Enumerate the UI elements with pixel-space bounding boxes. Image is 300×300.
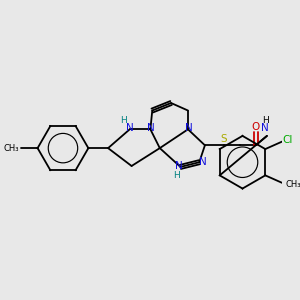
Text: Cl: Cl bbox=[283, 135, 293, 145]
Text: N: N bbox=[261, 123, 269, 134]
Text: N: N bbox=[199, 157, 207, 167]
Text: O: O bbox=[251, 122, 260, 132]
Text: H: H bbox=[262, 116, 268, 125]
Text: H: H bbox=[173, 171, 180, 180]
Text: N: N bbox=[175, 161, 182, 171]
Text: CH₃: CH₃ bbox=[3, 144, 19, 153]
Text: H: H bbox=[120, 116, 127, 125]
Text: N: N bbox=[146, 123, 154, 134]
Text: S: S bbox=[220, 134, 227, 144]
Text: N: N bbox=[126, 123, 134, 134]
Text: N: N bbox=[185, 123, 193, 134]
Text: CH₃: CH₃ bbox=[286, 180, 300, 189]
